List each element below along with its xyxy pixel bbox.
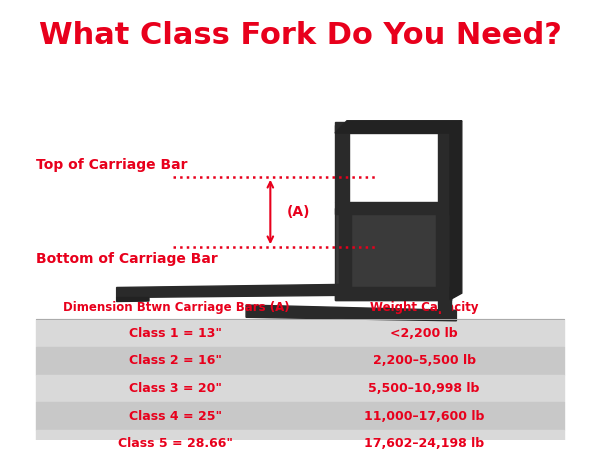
Text: 17,602–24,198 lb: 17,602–24,198 lb [364,437,484,451]
Bar [36,402,564,430]
Text: Top of Carriage Bar: Top of Carriage Bar [36,158,187,172]
Text: Class 5 = 28.66": Class 5 = 28.66" [118,437,233,451]
Polygon shape [246,305,457,321]
Text: Class 1 = 13": Class 1 = 13" [130,327,223,340]
Text: Bottom of Carriage Bar: Bottom of Carriage Bar [36,253,217,267]
Text: Class 3 = 20": Class 3 = 20" [130,382,223,395]
Text: 11,000–17,600 lb: 11,000–17,600 lb [364,410,484,423]
Bar [36,347,564,375]
Polygon shape [335,121,462,133]
Text: <2,200 lb: <2,200 lb [390,327,458,340]
Text: Class 4 = 25": Class 4 = 25" [130,410,223,423]
Bar [335,287,451,300]
Text: 2,200–5,500 lb: 2,200–5,500 lb [373,354,476,368]
Bar [36,430,564,451]
Polygon shape [116,298,149,302]
Bar [339,214,350,287]
Text: (A): (A) [287,205,310,219]
Bar [436,214,448,287]
Bar [335,122,451,133]
Bar [437,125,451,202]
Bar [437,287,451,310]
Text: 5,500–10,998 lb: 5,500–10,998 lb [368,382,480,395]
Text: Class 2 = 16": Class 2 = 16" [130,354,223,368]
Bar [335,125,349,202]
Bar [335,207,451,300]
Text: Weight Capacity: Weight Capacity [370,301,478,314]
Text: Dimension Btwn Carriage Bars (A): Dimension Btwn Carriage Bars (A) [62,301,289,314]
Bar [36,375,564,402]
Bar [335,202,451,214]
Polygon shape [116,285,340,298]
Polygon shape [450,121,462,300]
Text: What Class Fork Do You Need?: What Class Fork Do You Need? [38,21,562,50]
Bar [36,319,564,347]
